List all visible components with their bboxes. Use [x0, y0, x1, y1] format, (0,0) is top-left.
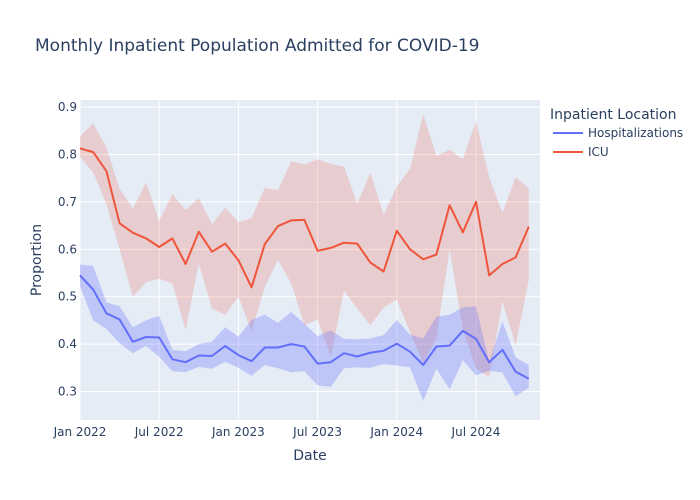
x-tick-label: Jan 2023	[211, 425, 265, 439]
grid	[79, 100, 540, 420]
y-tick-label: 0.5	[58, 290, 77, 304]
x-tick-label: Jan 2022	[53, 425, 107, 439]
x-tick-label: Jul 2022	[134, 425, 184, 439]
chart-title: Monthly Inpatient Population Admitted fo…	[35, 36, 480, 56]
plot-area	[80, 100, 540, 420]
legend-item-icu[interactable]: ICU	[553, 145, 609, 159]
confidence-bands	[80, 114, 529, 401]
y-tick-label: 0.3	[58, 385, 77, 399]
y-tick-label: 0.7	[58, 195, 77, 209]
confidence-band-hospitalizations	[80, 264, 529, 401]
x-tick-label: Jul 2023	[292, 425, 342, 439]
x-axis-title: Date	[293, 448, 326, 464]
y-tick-label: 0.9	[58, 100, 77, 114]
series-line-hospitalizations[interactable]	[79, 274, 530, 380]
series-lines	[79, 147, 530, 380]
y-tick-label: 0.8	[58, 148, 77, 162]
y-tick-label: 0.4	[58, 337, 77, 351]
legend: Inpatient Location Hospitalizations ICU	[550, 107, 683, 159]
confidence-band-icu	[80, 114, 529, 378]
legend-item-hospitalizations[interactable]: Hospitalizations	[553, 126, 683, 140]
y-axis-title: Proportion	[29, 224, 45, 296]
x-tick-label: Jan 2024	[369, 425, 423, 439]
y-tick-label: 0.6	[58, 242, 77, 256]
tick-labels: 0.3 0.4 0.5 0.6 0.7 0.8 0.9 Jan 2022 Jul 2022 Jan…	[53, 100, 501, 439]
legend-label-icu: ICU	[588, 145, 609, 159]
legend-label-hospitalizations: Hospitalizations	[588, 126, 683, 140]
x-tick-label: Jul 2024	[451, 425, 501, 439]
legend-title: Inpatient Location	[550, 107, 677, 123]
series-line-icu[interactable]	[79, 147, 530, 289]
